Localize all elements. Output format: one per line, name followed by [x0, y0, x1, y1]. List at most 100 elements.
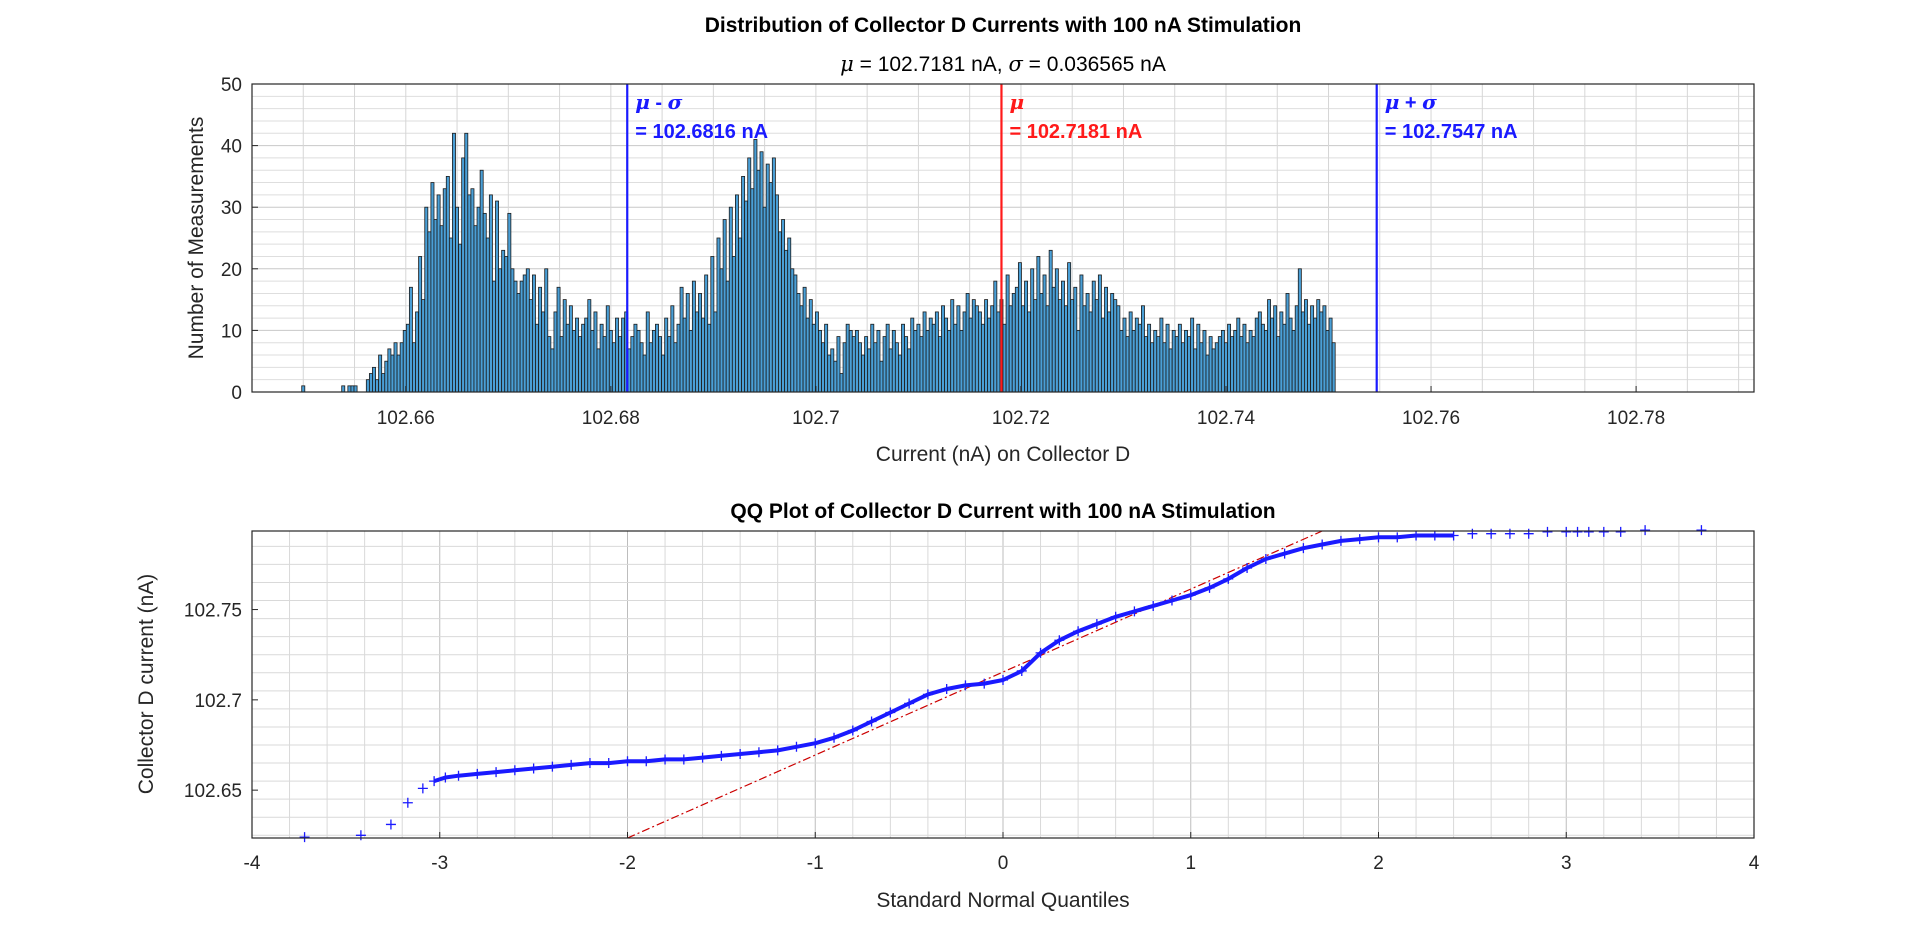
- histogram-bar: [974, 305, 979, 393]
- histogram-bar: [1208, 336, 1213, 393]
- qq-point: [1486, 528, 1497, 539]
- qq-point: [603, 758, 614, 769]
- qq-point: [1166, 595, 1177, 606]
- histogram-bar: [1030, 268, 1035, 393]
- histogram-bar: [381, 373, 386, 393]
- qq-point: [791, 741, 802, 752]
- histogram-bar: [365, 379, 370, 393]
- histogram-bar: [405, 323, 410, 393]
- histogram-bar: [602, 336, 607, 393]
- histogram-bar: [1101, 317, 1105, 393]
- qq-point: [566, 759, 577, 770]
- qq-point: [1073, 626, 1084, 637]
- histogram-bar: [1033, 299, 1038, 393]
- histogram-bar: [774, 194, 779, 393]
- histogram-bar: [987, 317, 992, 393]
- histogram-bar: [1214, 342, 1219, 393]
- x-tick-label: 102.74: [1197, 408, 1256, 429]
- histogram-bar: [851, 336, 856, 393]
- histogram-bar: [744, 200, 749, 393]
- histogram-bar: [814, 311, 819, 393]
- histogram-bar: [1316, 299, 1321, 393]
- qq-point: [922, 689, 933, 700]
- histogram-bar: [633, 323, 638, 393]
- histogram-bar: [541, 311, 546, 393]
- histogram-bar: [1125, 336, 1130, 393]
- histogram-bar: [771, 157, 776, 393]
- histogram-bar: [1319, 311, 1324, 393]
- histogram-bar: [553, 311, 558, 393]
- histogram-bar: [1024, 280, 1029, 393]
- histogram-bar: [565, 323, 570, 393]
- histogram-bar: [818, 329, 822, 393]
- histogram-bar: [1067, 262, 1072, 393]
- histogram-bar: [1082, 305, 1087, 393]
- histogram-bar: [990, 305, 995, 393]
- histogram-bar: [393, 342, 398, 393]
- histogram-bar: [762, 206, 767, 393]
- annotation-symbol: μ: [1009, 90, 1024, 114]
- histogram-bar: [1304, 299, 1308, 393]
- histogram-bar: [396, 354, 401, 393]
- qq-point: [1392, 532, 1403, 543]
- histogram-bar: [738, 237, 742, 393]
- histogram-bar: [1097, 274, 1102, 393]
- histogram-bar: [642, 354, 647, 393]
- qq-point: [402, 797, 413, 808]
- histogram-bar: [1239, 336, 1244, 393]
- histogram-bar: [688, 329, 693, 393]
- histogram-bar: [821, 342, 826, 393]
- histogram-bar: [716, 237, 721, 393]
- histogram-bar: [830, 348, 835, 393]
- histogram-bar: [1227, 323, 1232, 393]
- histogram-bar: [725, 280, 730, 393]
- histogram-bar: [919, 336, 924, 393]
- qq-point: [960, 680, 971, 691]
- histogram-bar: [808, 299, 813, 393]
- histogram-bar: [778, 231, 782, 393]
- histogram-bar: [1291, 329, 1296, 393]
- histogram-bar: [470, 188, 475, 393]
- histogram-bar: [968, 317, 973, 393]
- histogram-bar: [882, 336, 887, 393]
- histogram-bar: [741, 175, 746, 393]
- histogram-bar: [941, 305, 945, 393]
- histogram-bar: [925, 329, 930, 393]
- histogram-bar: [891, 329, 896, 393]
- histogram-bar: [793, 274, 798, 393]
- histogram-bar: [707, 323, 712, 393]
- mu-symbol: μ: [1385, 90, 1400, 114]
- histogram-bar: [673, 342, 678, 393]
- histogram-bar: [805, 317, 810, 393]
- histogram-bar: [1273, 305, 1278, 393]
- histogram-bar: [412, 342, 416, 393]
- histogram-bar: [547, 336, 552, 393]
- histogram-bar: [701, 317, 706, 393]
- histogram-bar: [593, 311, 598, 393]
- histogram-bar: [544, 268, 549, 393]
- qq-point: [1598, 526, 1609, 537]
- histogram-bar: [492, 280, 496, 393]
- histogram-bar: [608, 329, 613, 393]
- x-tick-label: 2: [1373, 853, 1384, 874]
- histogram-bar: [904, 336, 909, 393]
- qq-x-ticks: -4 -3 -2 -1 0 1 2 3 4: [244, 832, 1760, 874]
- histogram-bar: [1054, 268, 1059, 393]
- x-tick-label: 1: [1185, 853, 1196, 874]
- histogram-x-label: Current (nA) on Collector D: [876, 443, 1130, 466]
- histogram-bar: [559, 336, 564, 393]
- x-tick-label: -4: [244, 853, 261, 874]
- histogram-bar: [870, 323, 875, 393]
- histogram-bar: [501, 249, 506, 393]
- histogram-bar: [1027, 311, 1032, 393]
- histogram-bar: [854, 329, 859, 393]
- histogram-bar: [482, 212, 487, 393]
- histogram-bar: [568, 305, 573, 393]
- histogram-bar: [1267, 299, 1271, 393]
- histogram-bar: [495, 200, 499, 393]
- histogram-bar: [836, 336, 841, 393]
- histogram-bar: [1171, 329, 1176, 393]
- qq-point: [1110, 611, 1121, 622]
- histogram-bar: [418, 256, 423, 393]
- histogram-bar: [661, 354, 666, 393]
